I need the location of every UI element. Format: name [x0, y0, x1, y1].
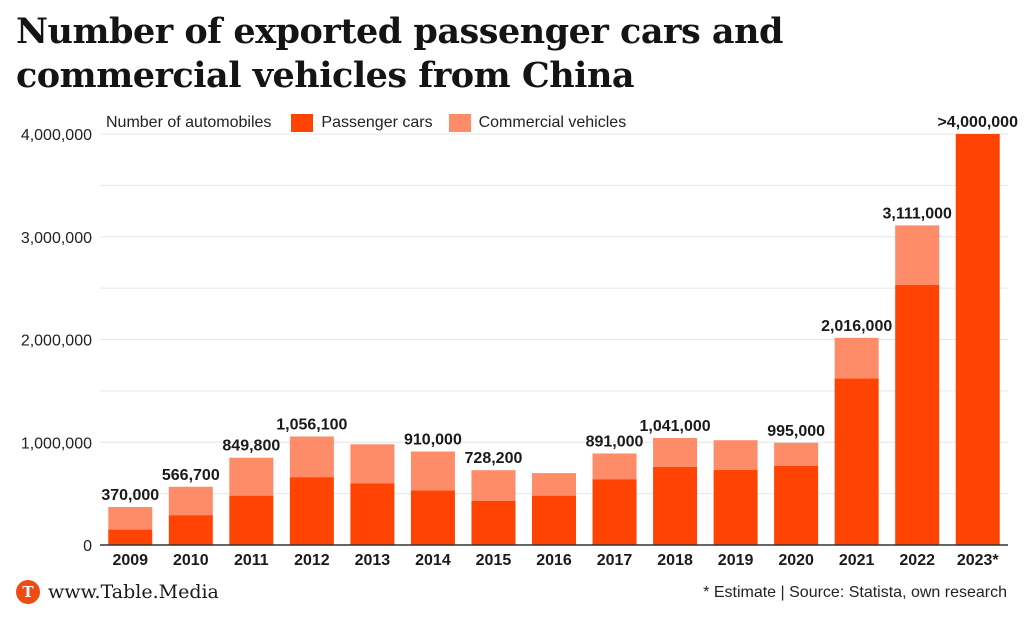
- data-label: >4,000,000: [937, 114, 1018, 131]
- site-name: www.Table.Media: [48, 581, 219, 603]
- y-tick-label: 0: [83, 538, 92, 555]
- x-tick-label: 2011: [234, 552, 269, 569]
- x-tick-label: 2017: [597, 552, 633, 569]
- bar-commercial-vehicles: [532, 473, 576, 496]
- bar-passenger-cars: [168, 515, 213, 545]
- bar-passenger-cars: [955, 134, 1000, 545]
- bar-commercial-vehicles: [895, 225, 940, 286]
- x-tick-label: 2016: [536, 552, 572, 569]
- y-tick-label: 1,000,000: [21, 435, 92, 452]
- bar-passenger-cars: [108, 529, 153, 545]
- bar-commercial-vehicles: [834, 337, 879, 379]
- x-tick-label: 2015: [476, 552, 512, 569]
- data-label: 1,056,100: [276, 416, 347, 433]
- bar-commercial-vehicles: [168, 486, 213, 516]
- bar-passenger-cars: [350, 483, 395, 545]
- data-label: 3,111,000: [882, 205, 952, 222]
- bar-passenger-cars: [834, 378, 879, 545]
- legend-label-commercial: Commercial vehicles: [478, 114, 627, 131]
- data-label: 2,016,000: [821, 318, 892, 335]
- x-tick-label: 2014: [415, 552, 451, 569]
- x-tick-label: 2020: [778, 552, 814, 569]
- legend-item-passenger: Passenger cars: [291, 114, 433, 132]
- bar-passenger-cars: [774, 465, 819, 545]
- data-label: 728,200: [465, 450, 523, 467]
- bar-commercial-vehicles: [592, 453, 637, 480]
- data-label: 1,041,000: [639, 418, 710, 435]
- legend-label-passenger: Passenger cars: [321, 114, 433, 131]
- bar-commercial-vehicles: [289, 436, 334, 478]
- bar-passenger-cars: [289, 477, 334, 545]
- x-tick-label: 2021: [839, 552, 875, 569]
- bar-passenger-cars: [713, 469, 758, 545]
- legend: Number of automobiles Passenger cars Com…: [106, 112, 642, 134]
- chart-title: Number of exported passenger cars and co…: [16, 11, 783, 96]
- legend-swatch-passenger: [291, 114, 314, 132]
- bar-passenger-cars: [229, 495, 274, 545]
- x-tick-label: 2023*: [957, 552, 1000, 569]
- y-tick-label: 4,000,000: [21, 127, 92, 144]
- x-tick-label: 2022: [899, 552, 935, 569]
- y-tick-label: 2,000,000: [21, 333, 92, 350]
- bar-passenger-cars: [410, 490, 455, 545]
- bar-passenger-cars: [653, 466, 698, 545]
- bar-passenger-cars: [471, 500, 516, 545]
- data-label: 891,000: [586, 433, 644, 450]
- x-tick-label: 2013: [355, 552, 391, 569]
- bar-commercial-vehicles: [108, 506, 153, 530]
- x-tick-label: 2019: [718, 552, 754, 569]
- bar-commercial-vehicles: [653, 438, 698, 467]
- y-axis-label: Number of automobiles: [106, 114, 272, 131]
- x-tick-label: 2009: [112, 552, 148, 569]
- bar-commercial-vehicles: [774, 442, 819, 466]
- bar-passenger-cars: [895, 285, 940, 545]
- bar-passenger-cars: [532, 495, 576, 545]
- legend-item-commercial: Commercial vehicles: [448, 114, 627, 132]
- bar-commercial-vehicles: [713, 440, 758, 470]
- data-label: 995,000: [767, 423, 825, 440]
- data-label: 566,700: [162, 467, 220, 484]
- x-tick-label: 2012: [294, 552, 330, 569]
- x-tick-label: 2018: [657, 552, 693, 569]
- source-note: * Estimate | Source: Statista, own resea…: [703, 584, 1007, 601]
- bar-commercial-vehicles: [350, 444, 395, 484]
- legend-swatch-commercial: [448, 114, 471, 132]
- bar-commercial-vehicles: [471, 470, 516, 501]
- data-label: 370,000: [101, 487, 159, 504]
- bar-passenger-cars: [592, 479, 637, 545]
- brand-footer: T www.Table.Media: [16, 580, 219, 604]
- bar-commercial-vehicles: [410, 451, 455, 491]
- data-label: 849,800: [222, 438, 280, 455]
- x-tick-label: 2010: [173, 552, 209, 569]
- data-label: 910,000: [404, 431, 462, 448]
- y-tick-label: 3,000,000: [21, 230, 92, 247]
- table-media-logo: T: [16, 580, 40, 604]
- bar-commercial-vehicles: [229, 457, 274, 496]
